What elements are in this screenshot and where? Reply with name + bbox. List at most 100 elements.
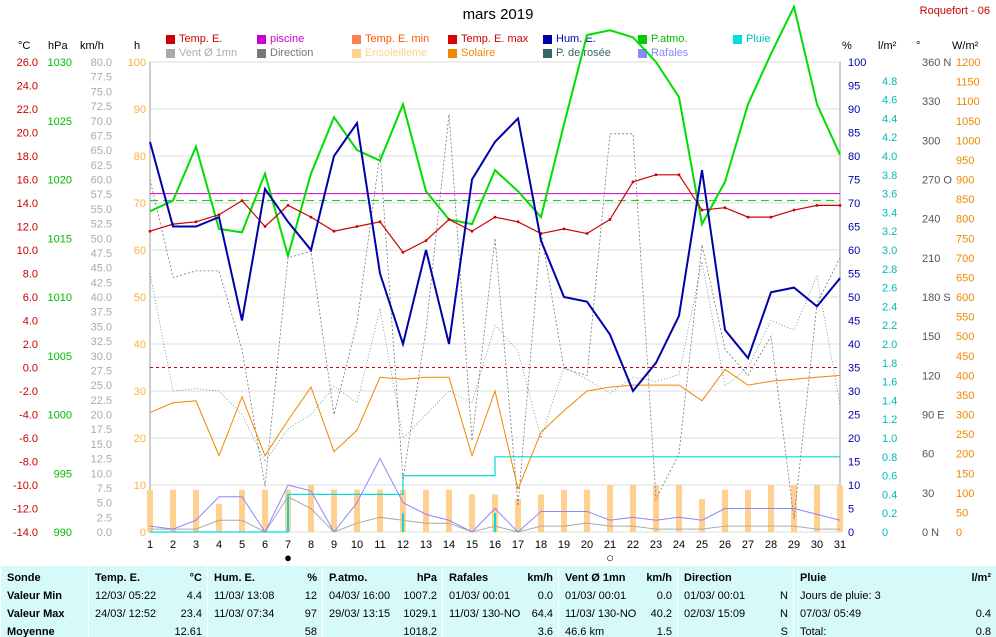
legend-swatch [257, 48, 266, 58]
legend-item: Rafales [638, 47, 688, 59]
x-tick-label: 9 [331, 539, 337, 551]
x-tick-label: 27 [742, 539, 754, 551]
solar-axis-tick-label: 950 [956, 155, 974, 167]
stats-column: Sonde Valeur Min Valeur Max Moyenne [0, 566, 89, 637]
stats-cell-date: 11/03/ 130-NO [449, 608, 521, 620]
stats-cell-value: 1.5 [656, 626, 672, 637]
solar-axis-tick-label: 300 [956, 410, 974, 422]
rain-bar [494, 513, 496, 532]
dir-axis-tick-label: 0 N [922, 527, 939, 539]
press-unit: hPa [48, 40, 68, 52]
solar-axis-tick-label: 650 [956, 272, 974, 284]
dir-axis-tick-label: 360 N [922, 57, 951, 69]
wind-axis-tick-label: 2.5 [97, 512, 112, 524]
solar-axis-tick-label: 700 [956, 253, 974, 265]
station-name: Roquefort - 06 [919, 5, 990, 17]
temp-axis-tick-label: -14.0 [13, 527, 38, 539]
stats-column: Vent Ø 1mn km/h 01/03/ 00:01 0.0 11/03/ 130-… [558, 566, 678, 637]
solar-axis-tick-label: 900 [956, 175, 974, 187]
temp-axis-tick-label: 26.0 [17, 57, 38, 69]
legend-swatch [543, 48, 552, 58]
sunshine-bar [699, 499, 705, 532]
legend-item: Vent Ø 1mn [166, 47, 237, 59]
stats-cell-value: 64.4 [531, 608, 553, 620]
wind-axis-tick-label: 25.0 [91, 380, 112, 392]
wind-axis-tick-label: 15.0 [91, 439, 112, 451]
sunshine-bar [239, 489, 245, 532]
sunshine-bar [561, 489, 567, 532]
hum-axis-tick-label: 25 [848, 410, 860, 422]
stats-column: P.atmo. hPa 04/03/ 16:00 1007.2 29/03/ 13:15… [322, 566, 443, 637]
legend-swatch [257, 34, 266, 44]
stats-cell-value: 0.0 [537, 590, 553, 602]
stats-row-label: Valeur Max [7, 608, 65, 620]
legend-label: Pluie [746, 33, 771, 45]
stats-cell-date: 01/03/ 00:01 [565, 590, 627, 602]
press-axis-tick-label: 1000 [48, 410, 72, 422]
hum-axis-tick-label: 75 [848, 175, 860, 187]
stats-column: Rafales km/h 01/03/ 00:01 0.0 11/03/ 130-NO 6… [442, 566, 559, 637]
sunshine-bar [377, 489, 383, 532]
sunshine-bar [653, 485, 659, 532]
temp-axis-tick-label: -8.0 [19, 457, 38, 469]
stats-column: Temp. E. °C 12/03/ 05:22 4.4 24/03/ 12:52 23.… [88, 566, 208, 637]
x-tick-label: 28 [765, 539, 777, 551]
stats-column: Pluie l/m² Jours de pluie: 3 07/03/ 05:49 0.… [793, 566, 996, 637]
series-temp-point [309, 215, 313, 219]
solar-axis-tick-label: 450 [956, 351, 974, 363]
series-temp-point [355, 225, 359, 228]
stats-row-label: Moyenne [7, 626, 55, 637]
stats-cell-date: 12/03/ 05:22 [95, 590, 157, 602]
rain-axis-tick-label: 4.2 [882, 132, 897, 144]
sun-axis-tick-label: 90 [134, 104, 146, 116]
stats-cell-date: 02/03/ 15:09 [684, 608, 746, 620]
solar-axis-tick-label: 350 [956, 390, 974, 402]
legend-label: Rafales [651, 47, 689, 59]
stats-cell-value: 12 [304, 590, 317, 602]
sunshine-bar [745, 489, 751, 532]
series-temp-point [240, 199, 244, 203]
series-temp-point [608, 218, 612, 221]
legend-swatch [638, 48, 647, 58]
rain-axis-tick-label: 0.8 [882, 452, 897, 464]
temp-axis-tick-label: 10.0 [17, 245, 38, 257]
stats-cell-date: 07/03/ 05:49 [800, 608, 862, 620]
x-tick-label: 25 [696, 539, 708, 551]
rain-axis-tick-label: 4.0 [882, 151, 897, 163]
solar-axis-tick-label: 750 [956, 233, 974, 245]
legend-swatch [352, 34, 361, 44]
wind-unit: km/h [80, 40, 104, 52]
sunshine-bar [607, 485, 613, 532]
x-tick-label: 6 [262, 539, 268, 551]
wind-axis-tick-label: 65.0 [91, 145, 112, 157]
legend-label: Ensoleilleme [365, 47, 428, 59]
sunshine-bar [538, 494, 544, 532]
dir-axis-tick-label: 300 [922, 135, 940, 147]
stats-cell-value: N [780, 590, 788, 602]
wind-axis-tick-label: 70.0 [91, 116, 112, 128]
stats-column: Direction 01/03/ 00:01 N 02/03/ 15:09 N S [677, 566, 794, 637]
x-tick-label: 17 [512, 539, 524, 551]
rain-axis-tick-label: 1.2 [882, 414, 897, 426]
rain-axis-tick-label: 0.2 [882, 508, 897, 520]
stats-cell-value: 23.4 [180, 608, 202, 620]
wind-axis-tick-label: 5.0 [97, 498, 112, 510]
wind-axis-tick-label: 62.5 [91, 160, 112, 172]
sunshine-bar [446, 489, 452, 532]
sunshine-bar [423, 489, 429, 532]
stats-cell-date: 24/03/ 12:52 [95, 608, 157, 620]
hum-axis-tick-label: 95 [848, 81, 860, 93]
rain-axis-tick-label: 3.2 [882, 226, 897, 238]
series-temp-point [378, 220, 382, 224]
rain-axis-tick-label: 1.4 [882, 395, 897, 407]
wind-axis-tick-label: 72.5 [91, 101, 112, 113]
legend-swatch [352, 48, 361, 58]
legend-item: piscine [257, 33, 304, 45]
temp-axis-tick-label: -12.0 [13, 504, 38, 516]
x-tick-label: 20 [581, 539, 593, 551]
temp-axis-tick-label: 16.0 [17, 175, 38, 187]
sun-axis-tick-label: 70 [134, 198, 146, 210]
wind-axis-tick-label: 32.5 [91, 336, 112, 348]
dir-axis-tick-label: 150 [922, 331, 940, 343]
